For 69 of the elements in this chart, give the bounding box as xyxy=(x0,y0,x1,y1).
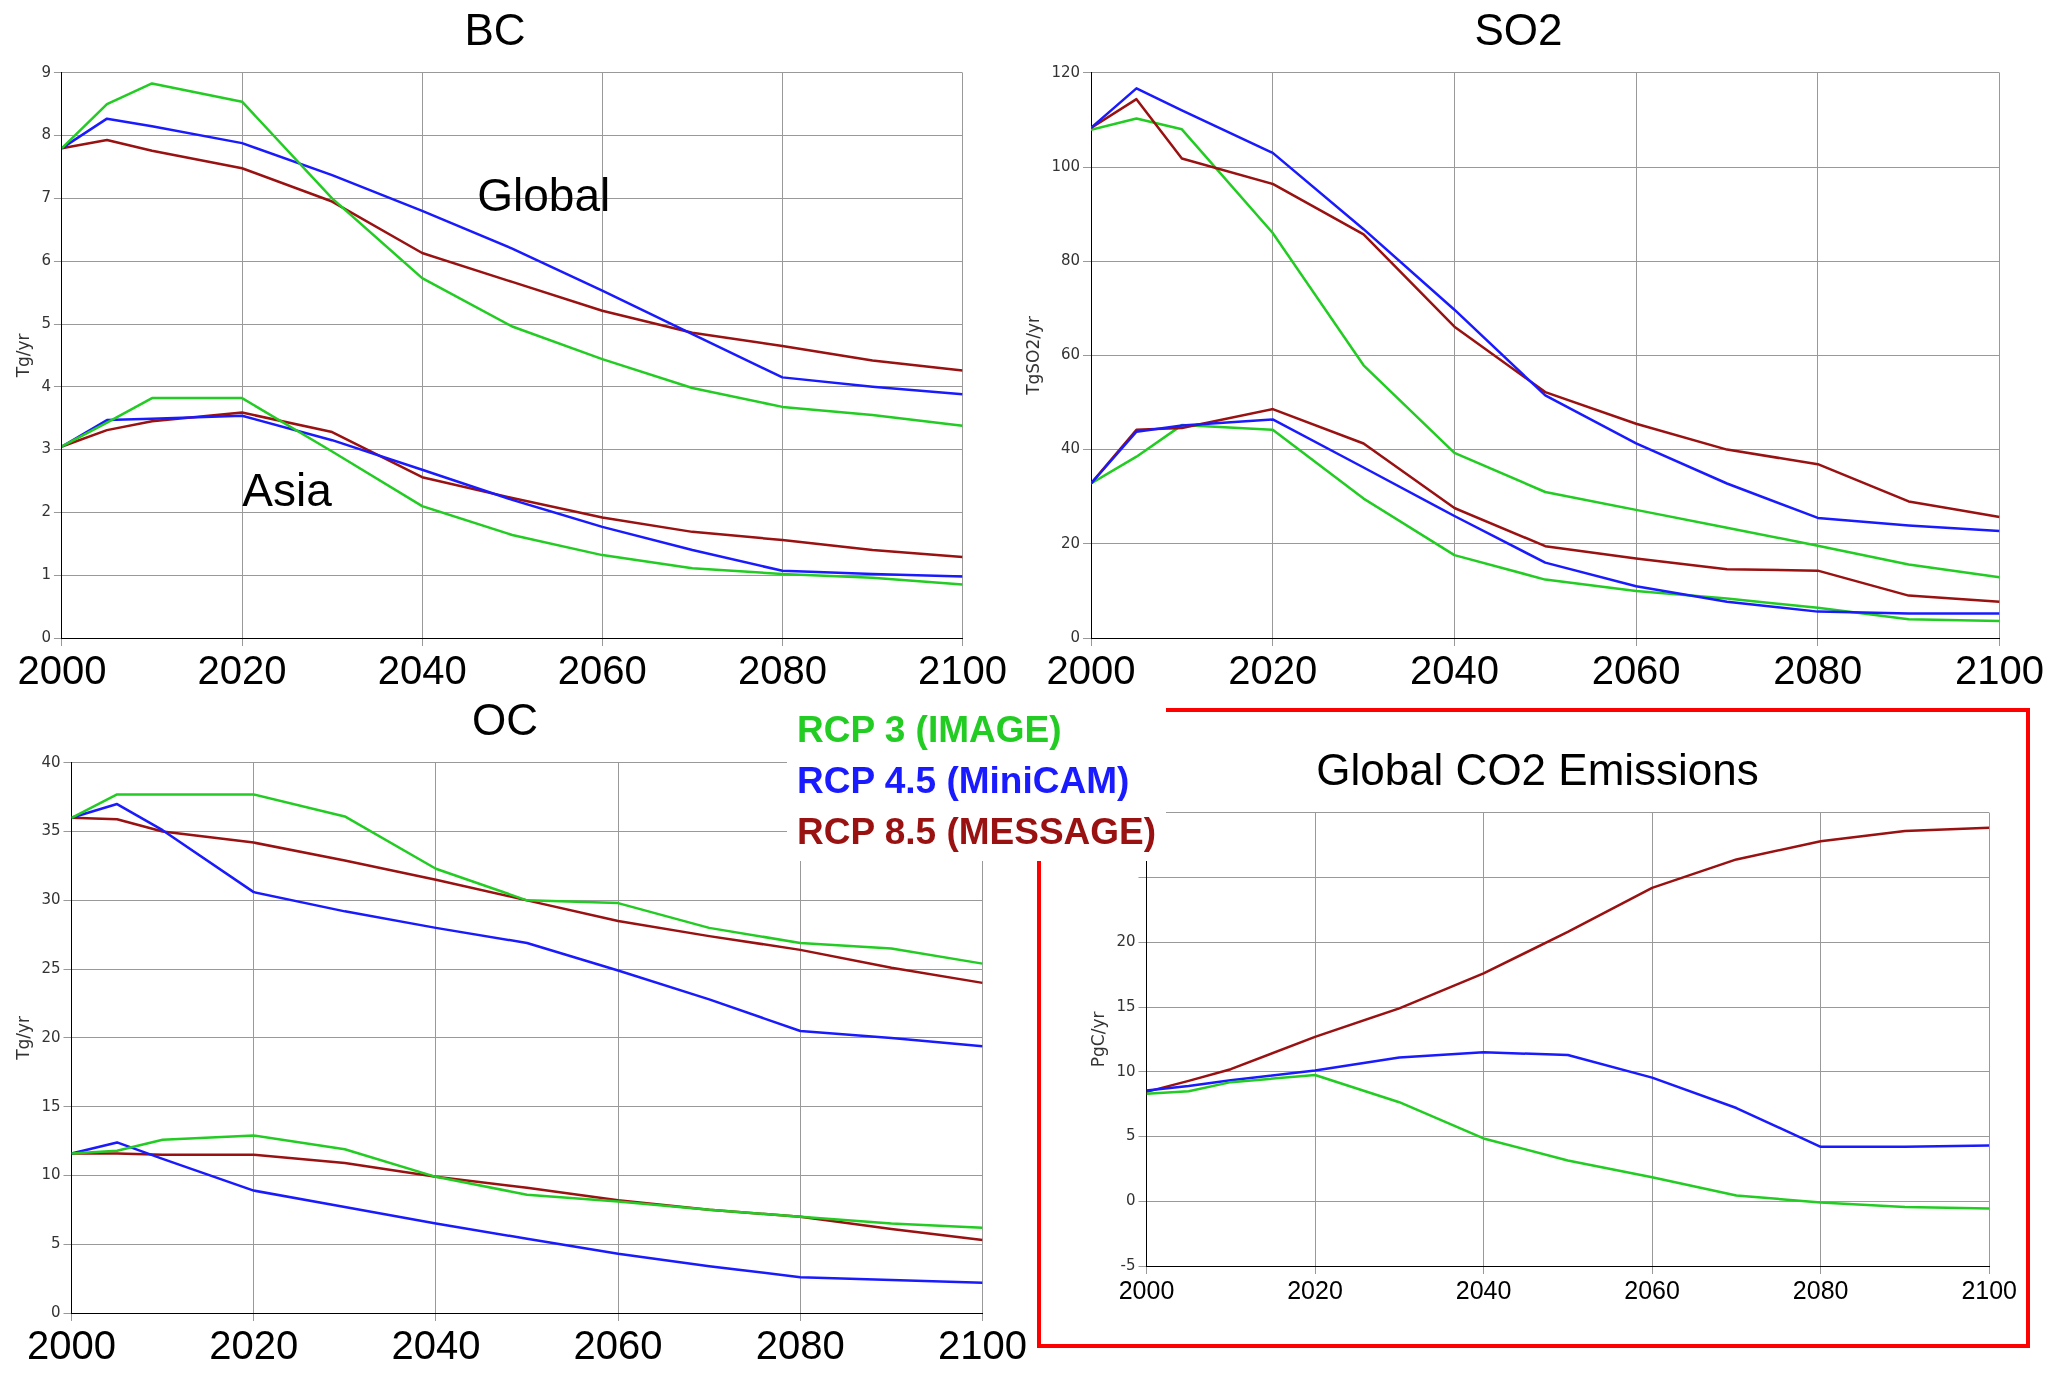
y-tick-label: 15 xyxy=(41,1096,61,1115)
chart-title: OC xyxy=(472,694,538,744)
y-tick-label: 100 xyxy=(1051,156,1081,175)
x-tick-label: 2040 xyxy=(391,1323,481,1368)
x-tick-label: 2040 xyxy=(1409,648,1499,693)
y-tick-label: 30 xyxy=(41,890,61,909)
y-tick-label: 0 xyxy=(1070,627,1081,646)
y-tick-label: 4 xyxy=(41,376,51,395)
x-tick-label: 2060 xyxy=(573,1323,663,1368)
x-tick-label: 2020 xyxy=(1228,648,1318,693)
y-axis-title: Tg/yr xyxy=(12,1015,33,1061)
x-tick-label: 2040 xyxy=(1455,1275,1512,1304)
y-tick-label: 10 xyxy=(1116,1061,1136,1080)
y-tick-label: 35 xyxy=(41,821,61,840)
x-tick-label: 2080 xyxy=(755,1323,845,1368)
y-tick-label: 9 xyxy=(41,62,51,81)
y-tick-label: 60 xyxy=(1060,345,1081,364)
y-tick-label: 80 xyxy=(1060,251,1081,270)
x-tick-label: 2000 xyxy=(17,648,107,693)
text: RCP 3 (IMAGE) xyxy=(797,708,1063,752)
y-tick-label: -5 xyxy=(1120,1255,1136,1274)
y-tick-label: 40 xyxy=(41,752,61,771)
y-tick-label: 20 xyxy=(1116,932,1136,951)
y-tick-label: 0 xyxy=(41,627,51,646)
y-tick-label: 20 xyxy=(41,1027,61,1046)
y-tick-label: 0 xyxy=(50,1302,61,1321)
x-tick-label: 2100 xyxy=(938,1323,1027,1368)
x-tick-label: 2020 xyxy=(1287,1275,1343,1304)
y-tick-label: 8 xyxy=(41,125,51,144)
y-tick-label: 3 xyxy=(41,439,51,458)
y-tick-label: 120 xyxy=(1051,62,1081,81)
y-axis-title: Tg/yr xyxy=(12,333,33,379)
text: RCP 8.5 (MESSAGE) xyxy=(797,810,1157,854)
x-tick-label: 2020 xyxy=(209,1323,299,1368)
x-tick-label: 2040 xyxy=(377,648,467,693)
y-tick-label: 6 xyxy=(41,251,51,270)
x-tick-label: 2100 xyxy=(918,648,1007,693)
y-tick-label: 5 xyxy=(50,1234,61,1253)
x-tick-label: 2080 xyxy=(737,648,827,693)
chart-title: Global CO2 Emissions xyxy=(1316,744,1759,794)
x-tick-label: 2020 xyxy=(197,648,287,693)
x-tick-label: 2000 xyxy=(26,1323,116,1368)
y-tick-label: 5 xyxy=(41,313,51,332)
y-tick-label: 2 xyxy=(41,502,51,521)
chart-title: SO2 xyxy=(1474,4,1563,54)
x-tick-label: 2000 xyxy=(1046,648,1136,693)
y-tick-label: 10 xyxy=(41,1165,61,1184)
y-tick-label: 1 xyxy=(41,565,51,584)
x-tick-label: 2080 xyxy=(1792,1275,1849,1304)
text: RCP 4.5 (MiniCAM) xyxy=(797,759,1131,803)
annotation: Global xyxy=(477,168,611,221)
annotation: Asia xyxy=(242,464,333,516)
x-tick-label: 2100 xyxy=(1961,1275,2017,1304)
y-axis-title: TgSO2/yr xyxy=(1022,315,1043,396)
x-tick-label: 2100 xyxy=(1955,648,2044,693)
y-tick-label: 40 xyxy=(1060,439,1081,458)
y-tick-label: 25 xyxy=(41,959,61,978)
chart-title: BC xyxy=(464,4,526,54)
y-tick-label: 20 xyxy=(1060,533,1081,552)
x-tick-label: 2060 xyxy=(557,648,647,693)
y-tick-label: 5 xyxy=(1125,1126,1136,1145)
x-tick-label: 2060 xyxy=(1591,648,1681,693)
y-tick-label: 0 xyxy=(1125,1191,1136,1210)
x-tick-label: 2060 xyxy=(1624,1275,1680,1304)
x-tick-label: 2080 xyxy=(1773,648,1863,693)
y-tick-label: 15 xyxy=(1116,996,1136,1015)
y-tick-label: 7 xyxy=(41,188,51,207)
y-axis-title: PgC/yr xyxy=(1087,1011,1108,1068)
x-tick-label: 2000 xyxy=(1118,1275,1175,1304)
